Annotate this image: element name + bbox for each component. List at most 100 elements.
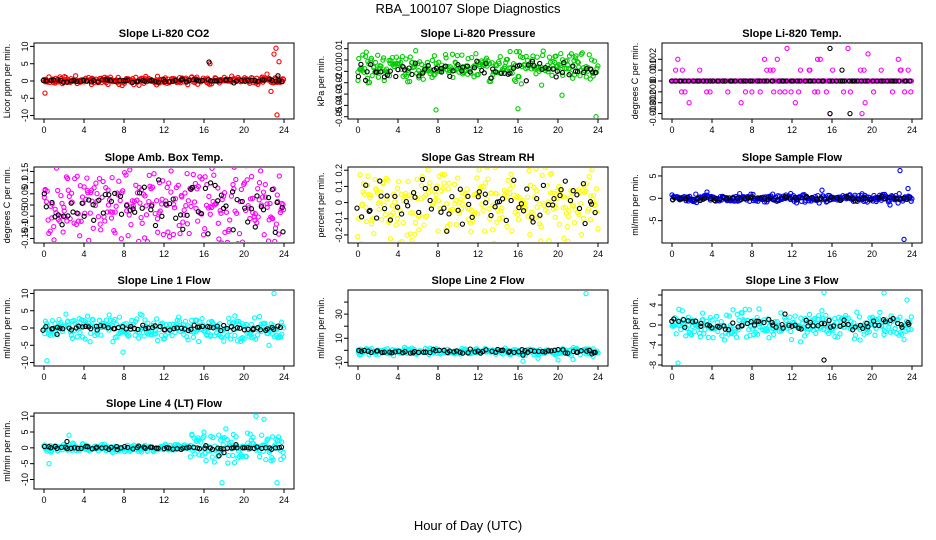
data-point-scatter — [235, 240, 240, 242]
data-point-overlay — [553, 74, 559, 80]
data-point-overlay — [254, 193, 260, 199]
x-tick-label: 20 — [867, 372, 877, 382]
data-point-scatter — [225, 452, 232, 459]
data-point-overlay — [730, 320, 736, 326]
data-point-scatter — [881, 291, 887, 296]
data-point-overlay — [60, 79, 67, 85]
data-point-scatter — [201, 429, 207, 435]
data-point-overlay — [441, 205, 447, 211]
data-point-scatter — [441, 171, 448, 178]
data-point-scatter — [157, 208, 163, 214]
data-point-scatter — [673, 331, 679, 337]
data-point-overlay — [354, 205, 360, 211]
data-point-scatter — [428, 68, 434, 74]
data-point-overlay — [278, 444, 285, 450]
x-tick-label: 20 — [867, 125, 877, 135]
data-point-scatter — [416, 75, 422, 81]
data-point-overlay — [839, 67, 845, 73]
data-point-scatter — [560, 205, 566, 211]
data-point-scatter — [515, 216, 522, 223]
data-point-overlay — [500, 347, 506, 353]
data-point-scatter — [473, 51, 479, 57]
data-point-scatter — [474, 175, 480, 181]
data-point-scatter — [109, 209, 116, 215]
data-point-overlay — [214, 323, 220, 329]
data-point-scatter — [495, 208, 501, 214]
data-point-overlay — [761, 319, 767, 326]
data-point-overlay — [904, 196, 910, 202]
data-point-overlay — [698, 320, 704, 327]
data-point-scatter — [487, 215, 493, 222]
data-point-scatter — [797, 67, 804, 73]
data-point-overlay — [387, 68, 393, 74]
y-tick-label: -0.04 — [334, 95, 344, 116]
data-point-scatter — [442, 51, 449, 58]
data-point-scatter — [278, 456, 284, 463]
data-point-overlay — [255, 78, 261, 84]
data-point-overlay — [43, 78, 49, 84]
data-point-scatter — [840, 89, 847, 95]
data-point-overlay — [403, 198, 409, 205]
data-point-overlay — [405, 203, 411, 209]
data-point-scatter — [493, 191, 499, 197]
data-point-scatter — [127, 168, 133, 173]
data-point-overlay — [233, 442, 239, 448]
data-point-overlay — [415, 349, 422, 356]
data-point-scatter — [274, 480, 280, 486]
data-point-scatter — [267, 200, 273, 207]
data-point-scatter — [65, 187, 71, 193]
plot-frame — [661, 166, 923, 244]
data-point-scatter — [269, 434, 276, 440]
chart-title: Slope Li-820 Pressure — [421, 28, 536, 40]
y-tick-label: -0.02 — [334, 72, 344, 93]
data-point-overlay — [245, 219, 251, 225]
data-point-overlay — [899, 324, 905, 330]
x-tick-label: 8 — [749, 372, 754, 382]
data-point-scatter — [678, 326, 684, 333]
data-point-scatter — [450, 74, 456, 81]
data-point-overlay — [91, 217, 97, 223]
data-point-scatter — [436, 59, 442, 65]
data-point-scatter — [739, 310, 745, 316]
data-point-scatter — [70, 440, 76, 446]
data-point-scatter — [807, 67, 813, 73]
data-point-scatter — [383, 66, 390, 72]
data-point-overlay — [855, 196, 862, 202]
x-tick-label: 24 — [907, 125, 917, 135]
data-point-scatter — [105, 202, 112, 208]
data-point-overlay — [409, 71, 415, 78]
data-point-overlay — [838, 197, 844, 203]
data-point-scatter — [588, 57, 595, 63]
data-point-scatter — [570, 202, 577, 208]
data-point-scatter — [81, 184, 87, 190]
data-point-overlay — [685, 194, 691, 200]
data-point-scatter — [709, 317, 715, 323]
data-point-overlay — [384, 72, 390, 78]
data-point-scatter — [257, 168, 264, 174]
data-point-overlay — [420, 349, 427, 355]
data-point-scatter — [394, 185, 401, 191]
data-point-scatter — [82, 336, 88, 342]
data-point-scatter — [439, 171, 445, 178]
data-point-overlay — [525, 62, 531, 68]
data-point-overlay — [567, 197, 574, 204]
data-point-scatter — [589, 168, 595, 173]
data-point-scatter — [414, 176, 420, 182]
data-point-overlay — [540, 348, 546, 355]
data-point-scatter — [215, 220, 221, 226]
data-point-overlay — [241, 445, 248, 451]
data-point-scatter — [254, 219, 260, 226]
data-point-scatter — [542, 168, 548, 170]
data-point-overlay — [876, 194, 882, 201]
data-point-scatter — [259, 194, 266, 200]
data-point-overlay — [519, 346, 525, 353]
x-tick-label: 24 — [907, 249, 917, 259]
data-point-scatter — [87, 339, 93, 345]
data-point-scatter — [239, 239, 246, 242]
y-tick-label: -0.002 — [648, 90, 658, 116]
data-point-overlay — [716, 324, 722, 330]
data-point-scatter — [590, 192, 597, 199]
data-point-scatter — [234, 338, 241, 344]
data-point-overlay — [90, 77, 97, 84]
data-point-scatter — [475, 71, 481, 78]
